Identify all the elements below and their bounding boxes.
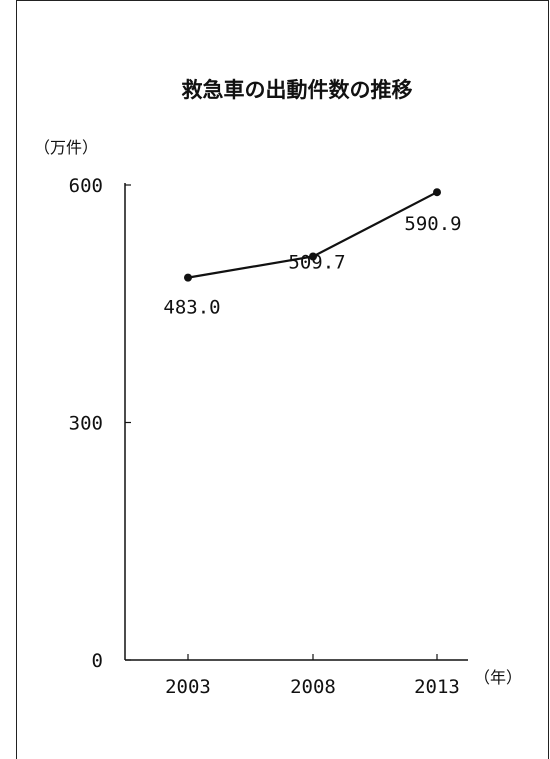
chart-frame (16, 0, 549, 759)
data-label-2003: 483.0 (163, 297, 220, 319)
data-point-2003 (184, 273, 192, 282)
y-tick-label-300: 300 (69, 413, 103, 435)
x-tick-label-2003: 2003 (165, 676, 211, 698)
data-point-2013 (433, 188, 441, 197)
chart-title: 救急車の出動件数の推移 (182, 78, 413, 102)
y-tick-label-0: 0 (92, 650, 103, 672)
x-tick-label-2013: 2013 (414, 676, 460, 698)
x-tick-label-2008: 2008 (290, 676, 336, 698)
x-axis-ticks: 2003 2008 2013 (165, 654, 460, 698)
y-axis-unit-label: （万件） (34, 138, 98, 157)
data-label-2008: 509.7 (288, 251, 345, 273)
series-1 (184, 188, 441, 282)
data-point-2008 (309, 252, 317, 261)
y-axis-ticks: 0 300 600 (69, 175, 131, 672)
data-label-2013: 590.9 (404, 213, 461, 235)
x-axis-unit-label: （年） (474, 668, 522, 687)
data-labels: 483.0 509.7 590.9 (163, 213, 461, 318)
y-tick-label-600: 600 (69, 175, 103, 197)
